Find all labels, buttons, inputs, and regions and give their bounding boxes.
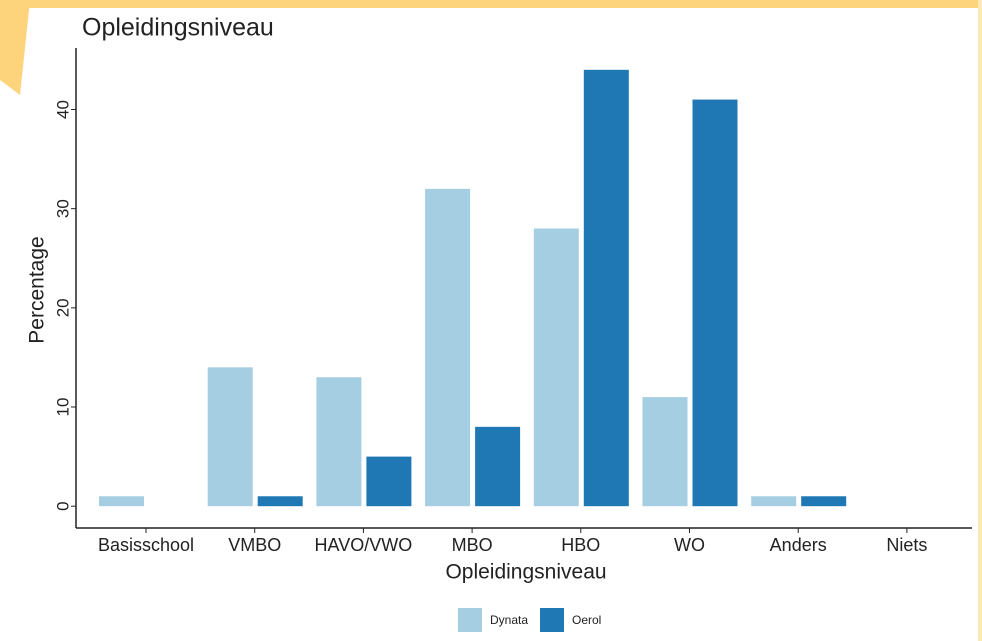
bar	[316, 377, 362, 507]
bar	[99, 496, 144, 507]
x-tick-label: Basisschool	[98, 535, 194, 555]
legend-swatch	[458, 608, 482, 632]
legend-swatch	[540, 608, 564, 632]
bar	[425, 188, 471, 507]
x-tick-label: Anders	[770, 535, 827, 555]
bar	[751, 496, 797, 507]
bar	[475, 426, 521, 507]
x-tick-label: HBO	[561, 535, 600, 555]
bar	[207, 367, 253, 507]
x-tick-label: WO	[674, 535, 705, 555]
bar	[801, 496, 847, 507]
legend-label: Dynata	[490, 613, 528, 627]
bar	[642, 397, 688, 507]
y-tick-label: 20	[53, 298, 72, 317]
chart-title: Opleidingsniveau	[82, 14, 274, 42]
bar	[366, 456, 412, 507]
y-tick-label: 40	[53, 100, 72, 119]
bar	[257, 496, 303, 507]
legend-label: Oerol	[572, 613, 601, 627]
frame-top	[0, 0, 982, 8]
bar	[583, 69, 629, 507]
y-tick-label: 10	[53, 398, 72, 417]
y-tick-label: 0	[53, 501, 72, 510]
x-axis-label: Opleidingsniveau	[445, 561, 606, 584]
bar	[692, 99, 738, 507]
y-tick-label: 30	[53, 199, 72, 218]
frame-right	[978, 0, 982, 641]
frame-corner	[0, 0, 30, 95]
x-tick-label: VMBO	[228, 535, 281, 555]
x-tick-label: Niets	[886, 535, 927, 555]
x-tick-label: MBO	[452, 535, 493, 555]
x-tick-label: HAVO/VWO	[315, 535, 413, 555]
y-axis-label: Percentage	[26, 236, 49, 343]
bar	[533, 228, 579, 507]
